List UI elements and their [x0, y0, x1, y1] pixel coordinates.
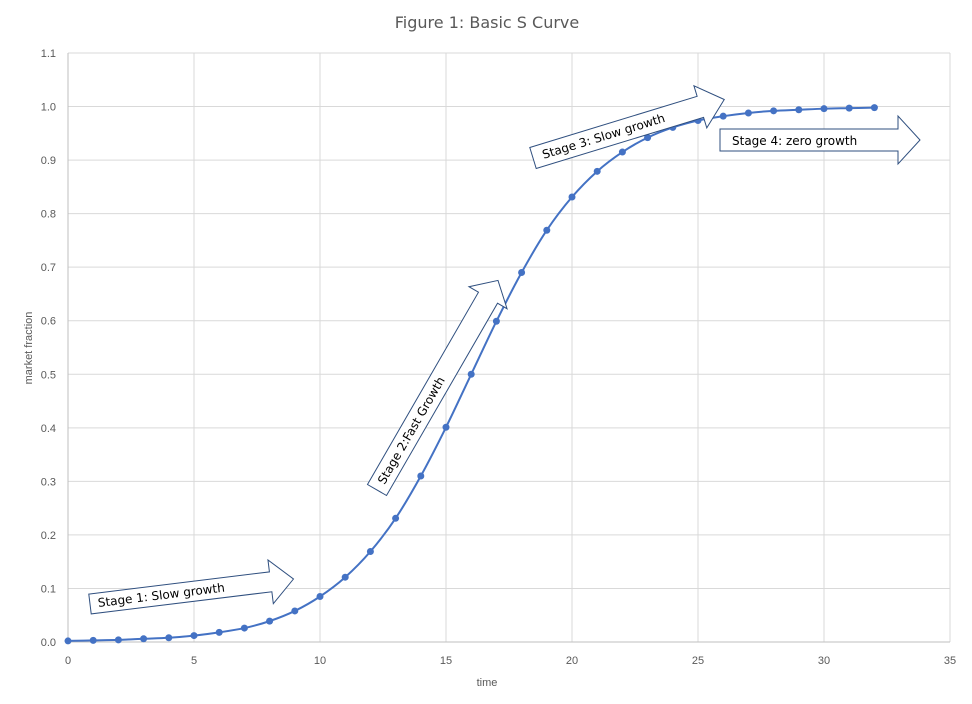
- y-tick-label: 0.0: [41, 637, 56, 649]
- gridlines: [68, 52, 951, 642]
- data-point: [543, 226, 551, 234]
- x-tick-label: 25: [692, 655, 704, 667]
- series-market-fraction: [64, 104, 878, 645]
- data-point: [190, 632, 198, 640]
- data-point: [89, 636, 97, 644]
- data-point: [316, 592, 324, 600]
- data-point: [795, 106, 803, 114]
- data-point: [114, 636, 122, 644]
- stage-1-annotation: Stage 1: Slow growth: [88, 558, 295, 615]
- data-point: [644, 134, 652, 142]
- y-axis-label: market fraction: [23, 312, 35, 385]
- x-tick-labels: 0 5 10 15 20 25 30 35: [65, 655, 956, 667]
- data-point: [518, 269, 526, 277]
- x-tick-label: 0: [65, 655, 71, 667]
- stage-4-arrow: [719, 114, 921, 166]
- y-tick-labels: 0.0 0.1 0.2 0.3 0.4 0.5 0.6 0.7 0.8 0.9 1.0 1.1: [41, 48, 56, 649]
- data-point: [719, 112, 727, 120]
- x-tick-label: 15: [440, 655, 452, 667]
- y-tick-label: 1.0: [41, 102, 56, 114]
- data-point: [845, 104, 853, 112]
- data-point: [392, 514, 400, 522]
- y-tick-label: 0.4: [41, 423, 56, 435]
- data-point: [593, 167, 601, 175]
- data-point: [467, 370, 475, 378]
- data-point: [215, 628, 223, 636]
- data-point: [266, 617, 274, 625]
- data-point: [870, 104, 878, 112]
- data-point: [618, 148, 626, 156]
- y-tick-label: 0.1: [41, 583, 56, 595]
- data-point: [442, 423, 450, 431]
- data-point: [744, 109, 752, 117]
- data-point: [165, 634, 173, 642]
- chart-title: Figure 1: Basic S Curve: [395, 13, 579, 32]
- data-point: [366, 548, 374, 556]
- y-tick-label: 0.7: [41, 262, 56, 274]
- x-tick-label: 35: [944, 655, 956, 667]
- data-point: [820, 105, 828, 113]
- stage-4-label: Stage 4: zero growth: [732, 134, 857, 148]
- x-tick-label: 10: [314, 655, 326, 667]
- stage-3-arrow: [529, 84, 725, 170]
- stage-2-arrow: [366, 279, 508, 497]
- data-point: [240, 624, 248, 632]
- data-point: [770, 107, 778, 115]
- data-point: [492, 317, 500, 325]
- y-tick-label: 0.8: [41, 209, 56, 221]
- y-tick-label: 1.1: [41, 48, 56, 60]
- y-tick-label: 0.3: [41, 476, 56, 488]
- data-point: [568, 193, 576, 201]
- y-tick-label: 0.2: [41, 530, 56, 542]
- stage-1-arrow: [88, 558, 295, 615]
- data-point: [417, 472, 425, 480]
- y-tick-label: 0.6: [41, 316, 56, 328]
- data-point: [291, 607, 299, 615]
- y-tick-label: 0.5: [41, 369, 56, 381]
- data-point: [140, 635, 148, 643]
- y-tick-label: 0.9: [41, 155, 56, 167]
- x-axis-label: time: [477, 677, 498, 689]
- x-tick-label: 5: [191, 655, 197, 667]
- x-tick-label: 20: [566, 655, 578, 667]
- axes: [67, 53, 950, 643]
- stage-4-annotation: Stage 4: zero growth: [719, 114, 921, 166]
- data-point: [341, 573, 349, 581]
- data-point: [64, 637, 72, 645]
- x-tick-label: 30: [818, 655, 830, 667]
